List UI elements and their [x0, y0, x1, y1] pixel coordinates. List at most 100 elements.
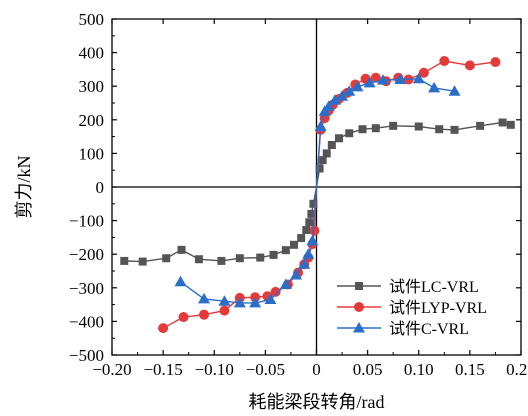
data-point [315, 164, 324, 173]
x-tick-label: −0.05 [246, 360, 285, 379]
legend-marker [354, 302, 364, 312]
data-point [418, 67, 429, 78]
legend-entry: 试件C-VRL [337, 320, 469, 338]
series-triangle [174, 72, 461, 308]
data-point [376, 74, 389, 85]
data-point [297, 234, 306, 243]
y-tick-label: 200 [79, 111, 105, 130]
data-point [322, 100, 335, 111]
data-point [363, 76, 376, 88]
data-point [178, 312, 189, 323]
y-tick-label: 0 [96, 178, 105, 197]
data-point [120, 256, 129, 265]
data-point [194, 255, 203, 264]
data-point [336, 90, 349, 101]
data-point [219, 305, 230, 316]
legend-label: 试件LC-VRL [389, 278, 479, 296]
data-point [394, 73, 407, 84]
y-tick-label: 300 [79, 77, 105, 96]
data-point [174, 275, 187, 287]
data-point [217, 256, 226, 265]
legend: 试件LC-VRL 试件LYP-VRL 试件C-VRL [337, 278, 487, 338]
data-point [328, 94, 341, 105]
y-tick-label: −500 [69, 346, 104, 365]
legend-entry: 试件LC-VRL [337, 278, 479, 296]
data-point [138, 257, 147, 266]
data-point [498, 118, 507, 127]
data-point [435, 125, 444, 134]
data-point [302, 226, 311, 235]
data-point [158, 323, 169, 334]
data-point [358, 125, 367, 134]
x-tick-label: −0.20 [92, 360, 131, 379]
data-point [256, 253, 265, 262]
y-tick-label: −300 [69, 279, 104, 298]
data-point [279, 278, 292, 289]
data-point [298, 258, 311, 269]
data-point [290, 240, 299, 249]
data-point [270, 286, 281, 297]
y-tick-label: −100 [69, 212, 104, 231]
data-point [198, 292, 211, 304]
x-axis-label: 耗能梁段转角/rad [249, 392, 385, 412]
data-point [506, 120, 515, 129]
data-point [218, 295, 231, 306]
data-point [249, 296, 262, 308]
data-point [269, 250, 278, 259]
data-point [343, 85, 356, 96]
data-point [162, 254, 171, 263]
data-point [490, 57, 501, 68]
data-point [476, 121, 485, 130]
data-point [281, 246, 290, 255]
x-tick-label: 0.20 [506, 360, 528, 379]
data-point [322, 149, 331, 158]
data-point [327, 141, 336, 149]
x-tick-label: 0 [312, 360, 321, 379]
x-tick-label: −0.15 [143, 360, 182, 379]
data-point [448, 85, 461, 96]
x-tick-label: 0.15 [455, 360, 485, 379]
data-point [199, 309, 210, 320]
legend-marker [353, 322, 365, 333]
series [120, 56, 515, 334]
data-point [305, 218, 314, 227]
y-axis-label: 剪力/kN [14, 155, 34, 218]
data-point [439, 56, 450, 66]
x-tick-label: 0.10 [404, 360, 434, 379]
data-point [345, 129, 354, 138]
data-point [464, 60, 475, 71]
data-point [371, 124, 380, 133]
data-point [370, 72, 381, 83]
data-point [414, 122, 423, 131]
data-point [264, 293, 277, 305]
series-line [124, 121, 511, 263]
x-tick-label: 0.05 [353, 360, 383, 379]
y-tick-label: −200 [69, 245, 104, 264]
legend-label: 试件LYP-VRL [389, 299, 487, 317]
data-point [450, 125, 459, 134]
data-point [412, 72, 425, 84]
data-point [233, 296, 246, 308]
data-point [334, 134, 343, 143]
data-point [389, 121, 398, 130]
ticks: −0.20 −0.15 −0.10 −0.05 0 0.05 0.10 0.15 0.20 −50… [69, 10, 528, 379]
data-point [307, 209, 316, 218]
data-point [302, 248, 315, 259]
y-tick-label: −400 [69, 312, 104, 331]
x-tick-label: −0.10 [195, 360, 234, 379]
legend-label: 试件C-VRL [389, 320, 469, 338]
data-point [351, 80, 364, 92]
y-tick-label: 500 [79, 10, 105, 29]
y-tick-label: 100 [79, 144, 105, 163]
data-point [314, 120, 327, 132]
legend-marker [355, 282, 363, 290]
data-point [318, 156, 327, 165]
data-point [306, 234, 319, 246]
data-point [309, 225, 320, 236]
data-point [235, 254, 244, 263]
y-tick-label: 400 [79, 44, 105, 63]
data-point [428, 81, 441, 93]
legend-entry: 试件LYP-VRL [337, 299, 487, 317]
data-point [177, 245, 186, 254]
